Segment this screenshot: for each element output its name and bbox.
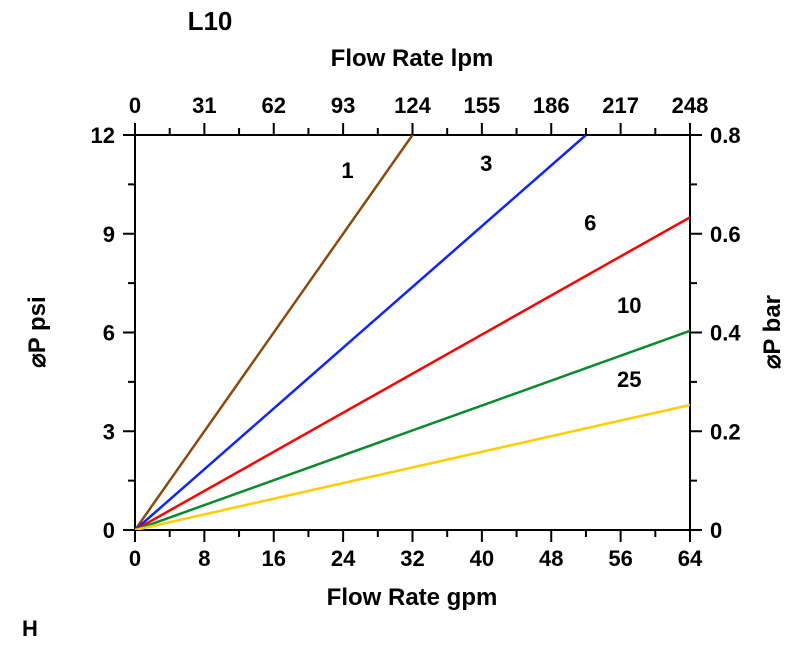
y-left-labels: 0 3 6 9 12	[91, 123, 115, 543]
x-bottom-tick-label: 0	[129, 546, 141, 571]
plot-area	[135, 135, 690, 530]
series-label-10: 10	[617, 293, 641, 318]
x-top-tick-label: 93	[331, 93, 355, 118]
series-10	[135, 331, 690, 530]
y-right-tick-label: 0.2	[710, 419, 741, 444]
x-bottom-tick-label: 56	[608, 546, 632, 571]
y-right-tick-label: 0	[710, 518, 722, 543]
y-left-tick-label: 6	[103, 321, 115, 346]
x-top-tick-label: 186	[533, 93, 570, 118]
series-lines	[135, 135, 690, 530]
x-bottom-tick-label: 48	[539, 546, 563, 571]
x-bottom-tick-label: 16	[262, 546, 286, 571]
y-right-tick-label: 0.6	[710, 222, 741, 247]
y-right-tick-label: 0.8	[710, 123, 741, 148]
x-top-tick-label: 248	[672, 93, 709, 118]
corner-letter: H	[22, 616, 38, 641]
series-6	[135, 217, 690, 530]
x-bottom-axis-title: Flow Rate gpm	[327, 584, 498, 611]
series-label-25: 25	[617, 367, 641, 392]
x-top-axis-title: Flow Rate lpm	[331, 45, 494, 72]
x-bottom-tick-label: 24	[331, 546, 356, 571]
y-left-axis-title: ⌀P psi	[24, 296, 51, 367]
y-left-tick-label: 9	[103, 222, 115, 247]
series-labels: 1 3 6 10 25	[341, 151, 641, 392]
x-top-labels: 0 31 62 93 124 155 186 217 248	[129, 93, 708, 118]
y-right-ticks	[690, 135, 702, 530]
x-top-tick-label: 217	[602, 93, 639, 118]
x-bottom-tick-label: 64	[678, 546, 703, 571]
x-top-tick-label: 124	[394, 93, 431, 118]
x-top-tick-label: 62	[262, 93, 286, 118]
series-3	[135, 135, 586, 530]
chart-title: L10	[188, 6, 233, 36]
series-label-6: 6	[584, 210, 596, 235]
pressure-flow-chart: L10 Flow Rate lpm Flow Rate gpm ⌀P psi ⌀…	[0, 0, 798, 646]
y-left-tick-label: 0	[103, 518, 115, 543]
x-bottom-labels: 0 8 16 24 32 40 48 56 64	[129, 546, 703, 571]
x-top-tick-label: 155	[464, 93, 501, 118]
y-left-tick-label: 3	[103, 419, 115, 444]
series-25	[135, 405, 690, 530]
series-1	[135, 135, 413, 530]
x-bottom-tick-label: 32	[400, 546, 424, 571]
series-label-1: 1	[341, 158, 353, 183]
y-right-axis-title: ⌀P bar	[759, 295, 786, 369]
x-top-tick-label: 0	[129, 93, 141, 118]
x-bottom-tick-label: 8	[198, 546, 210, 571]
series-label-3: 3	[480, 151, 492, 176]
x-top-tick-label: 31	[192, 93, 216, 118]
y-left-tick-label: 12	[91, 123, 115, 148]
x-top-ticks	[135, 123, 690, 135]
x-bottom-tick-label: 40	[470, 546, 494, 571]
y-right-tick-label: 0.4	[710, 321, 741, 346]
y-right-labels: 0 0.2 0.4 0.6 0.8	[710, 123, 741, 543]
x-bottom-ticks	[135, 530, 690, 542]
y-left-ticks	[123, 135, 135, 530]
